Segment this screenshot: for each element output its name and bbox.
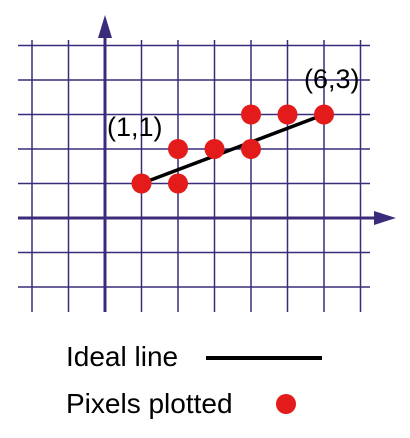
y-axis-arrow-icon xyxy=(98,15,112,38)
plotted-pixel xyxy=(241,104,261,125)
ideal-line-group xyxy=(140,112,325,186)
legend-pixels-label: Pixels plotted xyxy=(66,388,233,419)
pixels-group xyxy=(131,104,334,194)
legend-ideal-line-label: Ideal line xyxy=(66,341,178,372)
x-axis-arrow-icon xyxy=(374,211,396,225)
start-point-label: (1,1) xyxy=(107,112,163,142)
plotted-pixel xyxy=(241,139,261,159)
plotted-pixel xyxy=(204,139,225,159)
plotted-pixel xyxy=(314,104,334,125)
grid xyxy=(18,40,370,312)
legend-pixel-swatch xyxy=(276,394,296,414)
ideal-line xyxy=(140,112,325,186)
plotted-pixel xyxy=(168,173,188,194)
end-point-label: (6,3) xyxy=(304,64,360,94)
axes xyxy=(18,15,396,312)
legend: Ideal line Pixels plotted xyxy=(66,341,322,419)
plotted-pixel xyxy=(277,104,298,125)
plotted-pixel xyxy=(131,173,152,194)
plotted-pixel xyxy=(168,139,188,159)
